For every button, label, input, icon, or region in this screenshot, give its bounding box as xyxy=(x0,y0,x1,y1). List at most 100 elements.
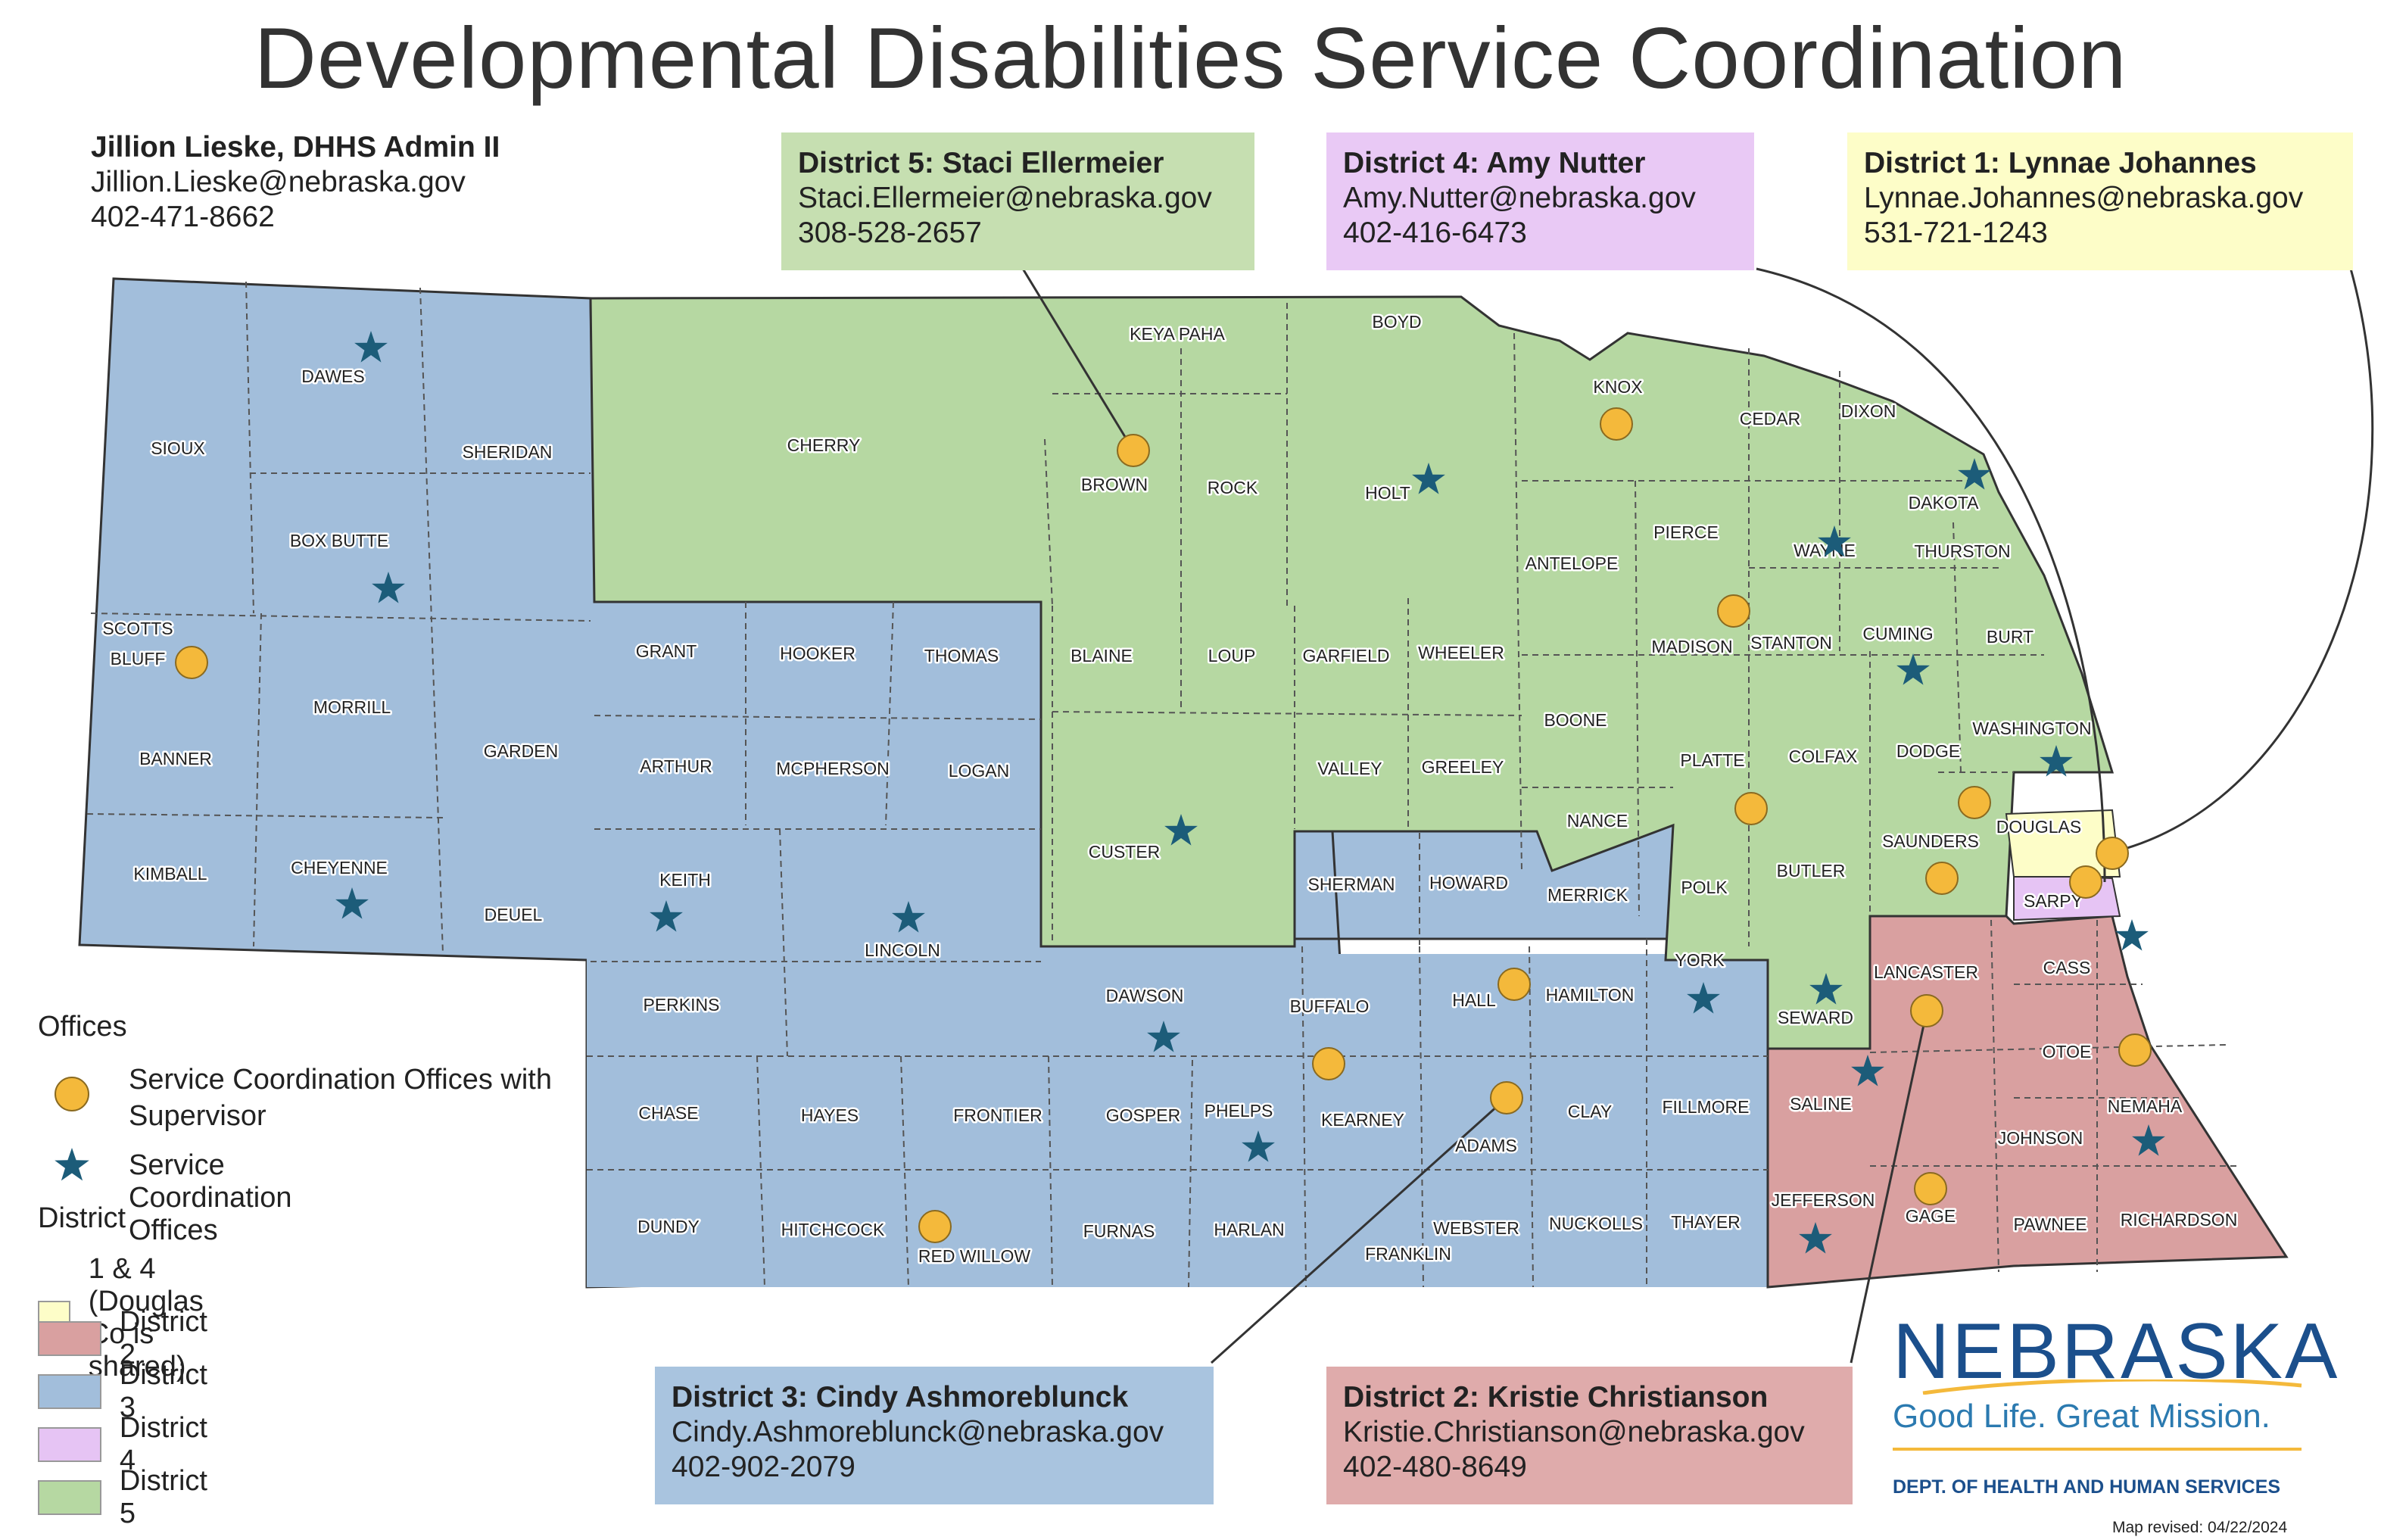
county-label: CASS xyxy=(2043,958,2091,977)
county-label: STANTON xyxy=(1750,633,1832,653)
county-label: CHEYENNE xyxy=(291,858,388,878)
leader-lines xyxy=(1017,260,2374,1364)
admin-name: Jillion Lieske, DHHS Admin II xyxy=(91,131,500,164)
office-supervisor-gage xyxy=(1914,1172,1947,1205)
county-label: KIMBALL xyxy=(133,864,207,884)
logo-department: DEPT. OF HEALTH AND HUMAN SERVICES xyxy=(1893,1476,2281,1498)
county-label: DEUEL xyxy=(485,905,543,924)
office-star-icon xyxy=(650,900,683,932)
county-label: GARDEN xyxy=(484,741,558,761)
county-label: WHEELER xyxy=(1418,643,1504,662)
county-label: COLFAX xyxy=(1789,747,1858,766)
county-label: HALL xyxy=(1452,990,1496,1010)
office-supervisor-hall xyxy=(1497,968,1531,1001)
office-supervisor-douglas xyxy=(2096,837,2129,870)
office-supervisor-madison xyxy=(1717,594,1750,628)
county-label: DODGE xyxy=(1896,741,1960,761)
county-label: RICHARDSON xyxy=(2121,1210,2238,1230)
county-label: SARPY xyxy=(2024,891,2083,911)
county-label: NUCKOLLS xyxy=(1549,1214,1643,1233)
legend-supervisor-label: Service Coordination Offices with Superv… xyxy=(129,1064,552,1132)
district-4-email[interactable]: Amy.Nutter@nebraska.gov xyxy=(1343,182,1696,214)
district-4-box: District 4: Amy Nutter Amy.Nutter@nebras… xyxy=(1326,132,1754,270)
logo-tagline: Good Life. Great Mission. xyxy=(1893,1398,2270,1435)
district-2-email[interactable]: Kristie.Christianson@nebraska.gov xyxy=(1343,1416,1805,1448)
county-label: CUSTER xyxy=(1089,842,1161,862)
county-label: WAYNE xyxy=(1794,541,1856,560)
office-star-icon xyxy=(372,572,405,603)
county-label: HOWARD xyxy=(1429,873,1508,893)
county-label: NANCE xyxy=(1567,811,1628,831)
office-supervisor-otoe xyxy=(2118,1033,2152,1067)
county-label: BROWN xyxy=(1081,475,1148,494)
office-star-icon xyxy=(1147,1021,1180,1052)
county-label: MERRICK xyxy=(1547,885,1628,905)
county-label: MCPHERSON xyxy=(776,759,890,778)
county-label: KEITH xyxy=(659,870,711,890)
legend-swatch-district-4 xyxy=(38,1427,101,1462)
office-star-icon xyxy=(1799,1222,1832,1254)
county-label: SHERIDAN xyxy=(463,442,553,462)
page-title: Developmental Disabilities Service Coord… xyxy=(254,11,2127,107)
supervisor-offices xyxy=(175,407,2152,1243)
office-supervisor-saunders xyxy=(1925,862,1959,895)
county-label: KEARNEY xyxy=(1321,1110,1404,1130)
district-5-email[interactable]: Staci.Ellermeier@nebraska.gov xyxy=(798,182,1212,214)
legend-offices-title: Offices xyxy=(38,1011,127,1043)
legend-label: District 5 xyxy=(119,1465,207,1529)
county-label: JEFFERSON xyxy=(1772,1190,1875,1210)
district-5-phone: 308-528-2657 xyxy=(798,217,982,249)
county-label: ANTELOPE xyxy=(1526,553,1619,573)
legend-item-district-4: District 4 xyxy=(38,1412,217,1477)
legend-office-icon xyxy=(55,1148,89,1181)
district-3-phone: 402-902-2079 xyxy=(672,1451,855,1483)
office-star-icon xyxy=(1164,814,1198,846)
district-1-box: District 1: Lynnae Johannes Lynnae.Johan… xyxy=(1847,132,2353,270)
district-5-name: District 5: Staci Ellermeier xyxy=(798,147,1164,179)
county-label: POLK xyxy=(1681,878,1728,897)
legend-item-district-3: District 3 xyxy=(38,1359,217,1424)
county-label: KNOX xyxy=(1593,377,1642,397)
office-supervisor-adams xyxy=(1490,1081,1523,1114)
district-1-name: District 1: Lynnae Johannes xyxy=(1864,147,2257,179)
county-label: BUTLER xyxy=(1777,861,1846,881)
office-star-icon xyxy=(1242,1130,1275,1162)
district-2-name: District 2: Kristie Christianson xyxy=(1343,1381,1769,1414)
office-star-icon xyxy=(335,887,369,919)
county-label: FILLMORE xyxy=(1662,1097,1749,1117)
county-label: SAUNDERS xyxy=(1882,831,1979,851)
legend-swatch-district-2 xyxy=(38,1321,101,1356)
district-5-box: District 5: Staci Ellermeier Staci.Eller… xyxy=(781,132,1254,270)
county-label: HOOKER xyxy=(780,644,855,663)
county-label: MORRILL xyxy=(313,697,391,717)
county-label: DIXON xyxy=(1841,401,1896,421)
county-label: GARFIELD xyxy=(1302,646,1389,666)
county-label: NEMAHA xyxy=(2108,1096,2183,1116)
county-label: SEWARD xyxy=(1778,1008,1853,1027)
county-label: OTOE xyxy=(2043,1042,2092,1061)
office-star-icon xyxy=(2132,1124,2165,1156)
county-label: LINCOLN xyxy=(865,940,940,960)
county-label: YORK xyxy=(1675,950,1725,970)
county-label: CHERRY xyxy=(787,435,861,455)
logo-swoosh xyxy=(1922,1379,2302,1395)
county-label: LOGAN xyxy=(949,761,1010,781)
county-label: SALINE xyxy=(1790,1094,1852,1114)
office-star-icon xyxy=(892,901,925,933)
office-star-icon xyxy=(1958,458,1991,490)
county-label: PLATTE xyxy=(1680,750,1744,770)
legend-office-label: Service Coordination Offices xyxy=(129,1149,292,1246)
district-3-email[interactable]: Cindy.Ashmoreblunck@nebraska.gov xyxy=(672,1416,1164,1448)
legend-item-district-2: District 2 xyxy=(38,1306,217,1371)
county-label: CLAY xyxy=(1568,1102,1612,1121)
admin-email[interactable]: Jillion.Lieske@nebraska.gov xyxy=(91,166,466,198)
revision-date: Map revised: 04/22/2024 xyxy=(2112,1519,2288,1536)
district-3-south-region xyxy=(587,954,1768,1287)
county-label: ADAMS xyxy=(1455,1136,1517,1155)
office-star-icon xyxy=(354,331,388,363)
county-label: GAGE xyxy=(1906,1206,1956,1226)
county-label: HAMILTON xyxy=(1546,985,1635,1005)
office-supervisor-sarpy xyxy=(2069,865,2102,899)
district-1-email[interactable]: Lynnae.Johannes@nebraska.gov xyxy=(1864,182,2304,214)
